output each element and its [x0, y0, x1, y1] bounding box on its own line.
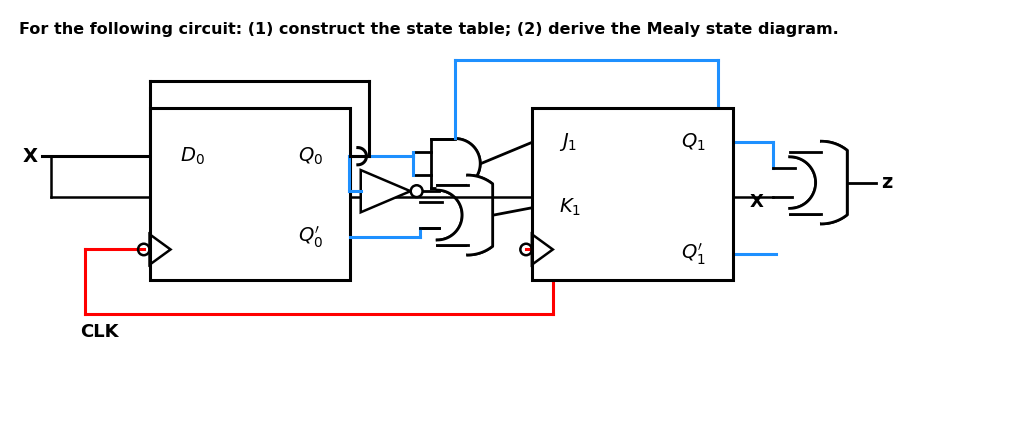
- Text: z: z: [881, 173, 892, 192]
- Text: $Q_0'$: $Q_0'$: [298, 224, 324, 250]
- Circle shape: [411, 185, 423, 197]
- Text: X: X: [23, 147, 38, 166]
- Text: $K_1$: $K_1$: [558, 197, 581, 219]
- Text: $Q_1$: $Q_1$: [681, 132, 706, 153]
- Polygon shape: [790, 141, 847, 224]
- Polygon shape: [437, 175, 493, 255]
- Polygon shape: [430, 139, 480, 188]
- Bar: [150, 108, 350, 280]
- Polygon shape: [360, 170, 411, 212]
- Bar: [531, 108, 732, 280]
- Text: For the following circuit: (1) construct the state table; (2) derive the Mealy s: For the following circuit: (1) construct…: [18, 22, 839, 37]
- Text: X: X: [750, 193, 764, 211]
- Text: $J_1$: $J_1$: [558, 132, 577, 153]
- Text: $Q_1'$: $Q_1'$: [681, 242, 706, 267]
- Text: CLK: CLK: [80, 323, 118, 341]
- Text: $Q_0$: $Q_0$: [298, 145, 324, 167]
- Text: $D_0$: $D_0$: [180, 145, 205, 167]
